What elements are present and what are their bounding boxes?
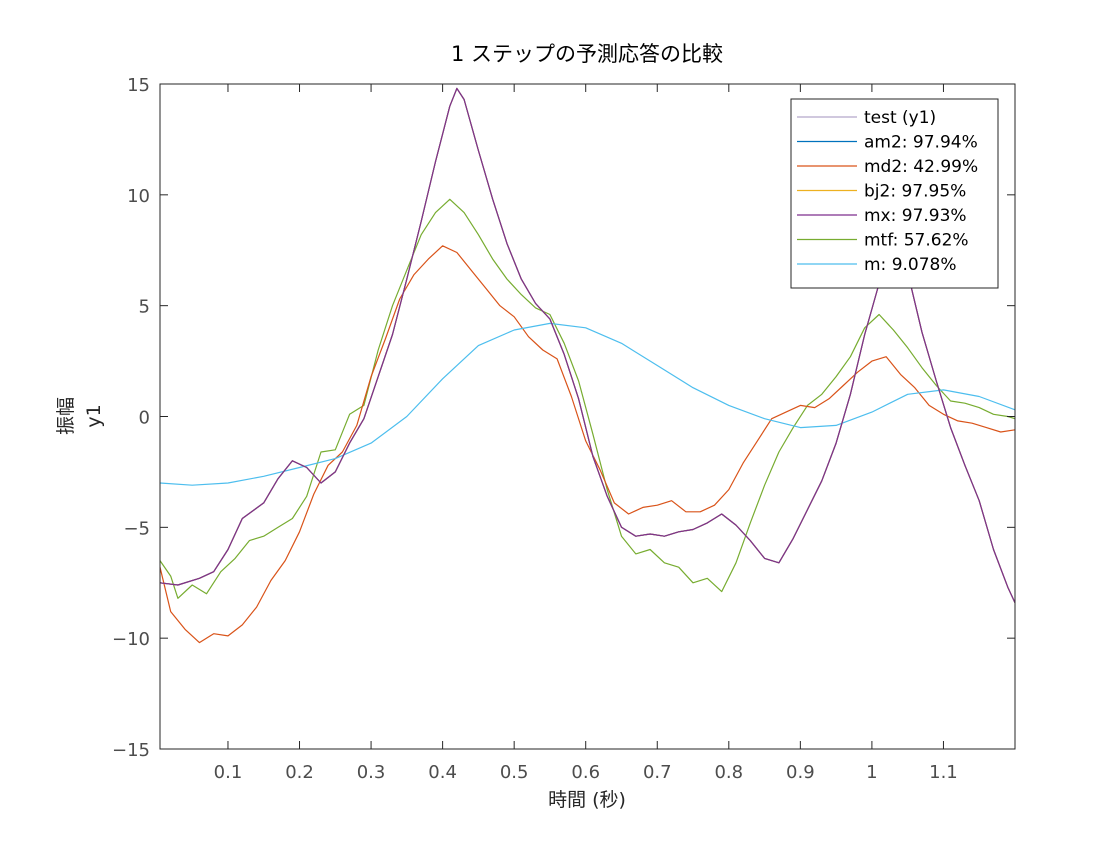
legend: test (y1) am2: 97.94% md2: 42.99% bj2: 97.9… [790,98,999,289]
legend-entry-label: am2: 97.94% [864,133,978,153]
y-tick-label: 15 [127,75,150,96]
x-tick-label: 1 [866,762,877,783]
x-axis-label: 時間 (秒) [548,789,626,811]
x-tick-label: 0.4 [428,762,457,783]
x-tick-label: 0.5 [500,762,529,783]
y-axis-label-line-1: 振幅 [55,397,77,435]
y-tick-label: −15 [112,740,150,761]
legend-entry-label: test (y1) [864,108,936,128]
series-line-6 [159,322,1016,486]
series-line-5 [159,198,1016,599]
y-tick-label: 10 [127,186,150,207]
y-tick-label: 0 [139,408,150,429]
legend-entry-label: mtf: 57.62% [864,231,969,251]
legend-box [790,98,999,289]
legend-entry-label: md2: 42.99% [864,157,978,177]
x-tick-label: 0.3 [357,762,386,783]
x-tick-label: 0.7 [643,762,672,783]
y-axis-label-line-2: y1 [83,404,105,427]
x-tick-label: 0.9 [786,762,815,783]
legend-entry-label: m: 9.078% [864,255,957,275]
y-tick-label: 5 [139,297,150,318]
legend-entry-label: bj2: 97.95% [864,182,966,202]
y-tick-label: −10 [112,629,150,650]
y-axis-label: 振幅 y1 [55,397,105,435]
x-tick-label: 0.2 [285,762,314,783]
x-tick-label: 1.1 [929,762,958,783]
x-tick-label: 0.6 [571,762,600,783]
legend-entry-label: mx: 97.93% [864,206,967,226]
ticks-layer: 0.1 0.2 0.3 0.4 0.5 0.6 0.7 0.8 0.9 1 1.1 −15 −10 −5 0… [112,75,1015,783]
y-tick-label: −5 [123,518,150,539]
series-line-2 [159,245,1016,644]
x-tick-label: 0.8 [714,762,743,783]
chart-title: 1 ステップの予測応答の比較 [451,42,723,66]
x-tick-label: 0.1 [214,762,243,783]
